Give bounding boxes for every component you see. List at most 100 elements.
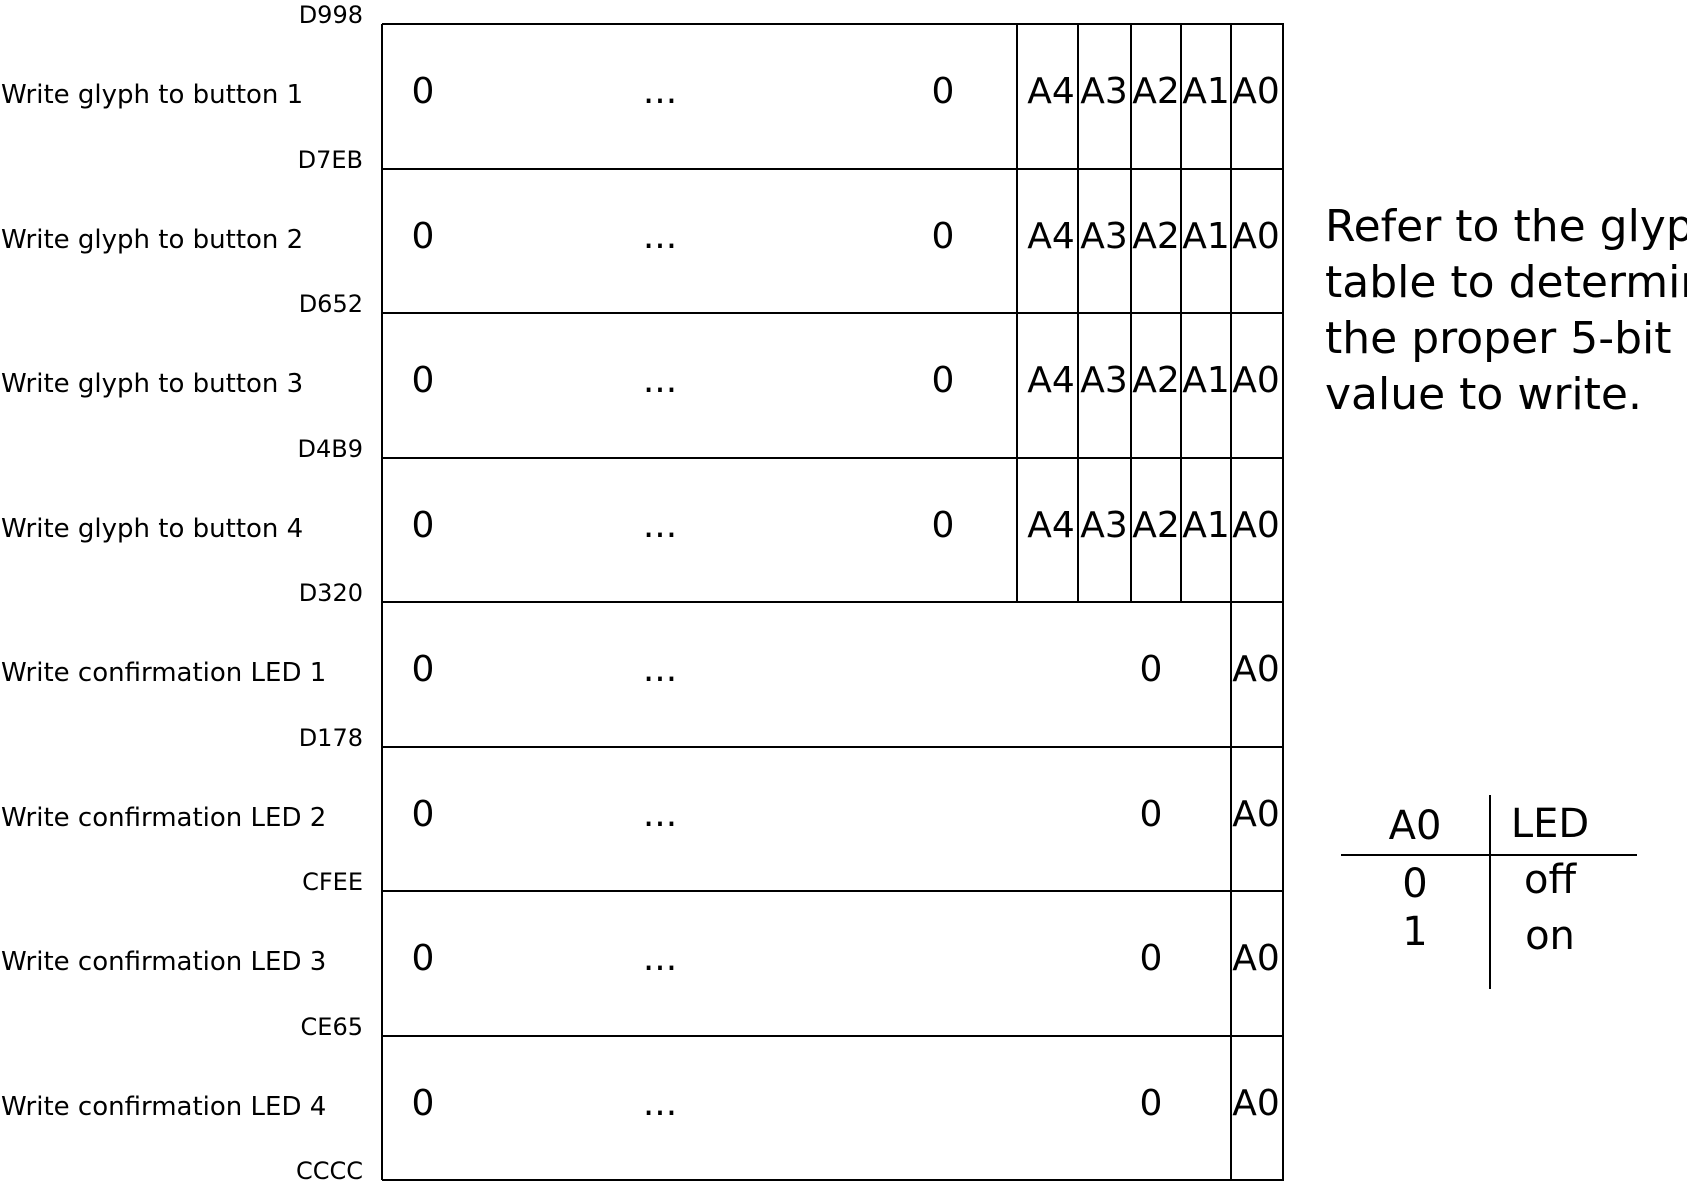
ellipsis: ... [642,360,678,402]
led-table-a0-value: 1 [1402,909,1428,955]
led-table-column-rule [1489,795,1491,989]
first-bit-value: 0 [411,938,435,980]
address-label: D7EB [297,145,363,174]
bit-label-a0: A0 [1232,649,1280,691]
ellipsis: ... [642,71,678,113]
row-label: Write confirmation LED 4 [1,1091,327,1122]
bit-divider-line [1230,24,1232,169]
address-label: CCCC [295,1157,363,1185]
bit-label-a0: A0 [1232,71,1280,113]
bit-divider-line [1180,24,1182,169]
bit-label-a3: A3 [1080,215,1128,257]
bit-divider-line [1130,24,1132,169]
first-bit-value: 0 [411,504,435,546]
bit-divider-line [1130,457,1132,602]
bit-label-a0: A0 [1232,938,1280,980]
bit-divider-line [1230,457,1232,602]
outer-border-line [1282,24,1284,1180]
row-label: Write glyph to button 3 [1,369,304,400]
last-zero-value: 0 [931,360,955,402]
row-boundary-line [382,1034,1284,1037]
first-bit-value: 0 [411,649,435,691]
bit-label-a0: A0 [1232,793,1280,835]
address-label: CFEE [302,868,363,896]
row-label: Write glyph to button 4 [1,513,304,544]
bit-label-a2: A2 [1132,360,1180,402]
row-label: Write confirmation LED 3 [1,947,327,978]
ellipsis: ... [642,215,678,257]
last-zero-value: 0 [1139,649,1163,691]
address-label: CE65 [300,1012,363,1041]
bit-label-a2: A2 [1132,215,1180,257]
led-table-led-value: on [1525,913,1575,959]
row-boundary-line [382,745,1284,748]
last-zero-value: 0 [931,504,955,546]
bit-label-a4: A4 [1027,215,1075,257]
bit-divider-line [1077,168,1079,313]
bit-label-a4: A4 [1027,71,1075,113]
note-line: table to determine [1325,257,1687,308]
row-label: Write glyph to button 1 [1,80,304,111]
first-bit-value: 0 [411,793,435,835]
bit-label-a1: A1 [1182,71,1230,113]
first-bit-value: 0 [411,215,435,257]
bit-divider-line [1180,168,1182,313]
ellipsis: ... [642,938,678,980]
last-zero-value: 0 [931,215,955,257]
bit-divider-line [1016,313,1018,458]
note-line: value to write. [1325,369,1642,420]
bit-divider-line [1077,24,1079,169]
address-label: D178 [298,723,363,752]
bit-divider-line [1130,168,1132,313]
bit-divider-line [1230,168,1232,313]
bit-divider-line [1180,313,1182,458]
bit-label-a0: A0 [1232,215,1280,257]
glyph-table-note: Refer to the glyph table to determine th… [1325,199,1687,423]
bit-divider-line [1130,313,1132,458]
led-table-header-a0: A0 [1388,803,1442,849]
ellipsis: ... [642,504,678,546]
led-table-a0-value: 0 [1402,861,1428,907]
row-label: Write confirmation LED 2 [1,802,327,833]
bit-divider-line [1230,1035,1232,1180]
row-label: Write confirmation LED 1 [1,658,327,689]
bit-divider-line [1016,24,1018,169]
row-boundary-line [382,312,1284,314]
bit-label-a3: A3 [1080,504,1128,546]
row-boundary-line [382,890,1284,892]
bit-divider-line [1077,457,1079,602]
ellipsis: ... [642,1082,678,1124]
bit-divider-line [1230,313,1232,458]
first-bit-value: 0 [411,1082,435,1124]
bit-divider-line [1180,457,1182,602]
bit-label-a4: A4 [1027,360,1075,402]
bit-divider-line [1230,746,1232,891]
bit-label-a3: A3 [1080,71,1128,113]
led-table-led-value: off [1523,857,1577,903]
bit-label-a1: A1 [1182,215,1230,257]
bit-label-a0: A0 [1232,1082,1280,1124]
bit-divider-line [1230,602,1232,747]
last-zero-value: 0 [1139,1082,1163,1124]
address-label: D652 [298,290,363,318]
address-label: D998 [298,1,363,29]
address-label: D320 [298,579,363,607]
bit-label-a1: A1 [1182,504,1230,546]
led-table-header-led: LED [1510,801,1590,847]
bit-label-a1: A1 [1182,360,1230,402]
last-zero-value: 0 [931,71,955,113]
outer-border-line [381,24,383,1180]
row-boundary-line [382,23,1284,25]
last-zero-value: 0 [1139,793,1163,835]
row-boundary-line [382,456,1284,459]
bit-divider-line [1016,457,1018,602]
bit-label-a2: A2 [1132,71,1180,113]
row-boundary-line [382,601,1284,603]
row-label: Write glyph to button 2 [1,224,304,255]
bit-divider-line [1077,313,1079,458]
bit-label-a0: A0 [1232,360,1280,402]
bit-divider-line [1016,168,1018,313]
bit-label-a0: A0 [1232,504,1280,546]
bit-label-a4: A4 [1027,504,1075,546]
row-boundary-line [382,167,1284,170]
